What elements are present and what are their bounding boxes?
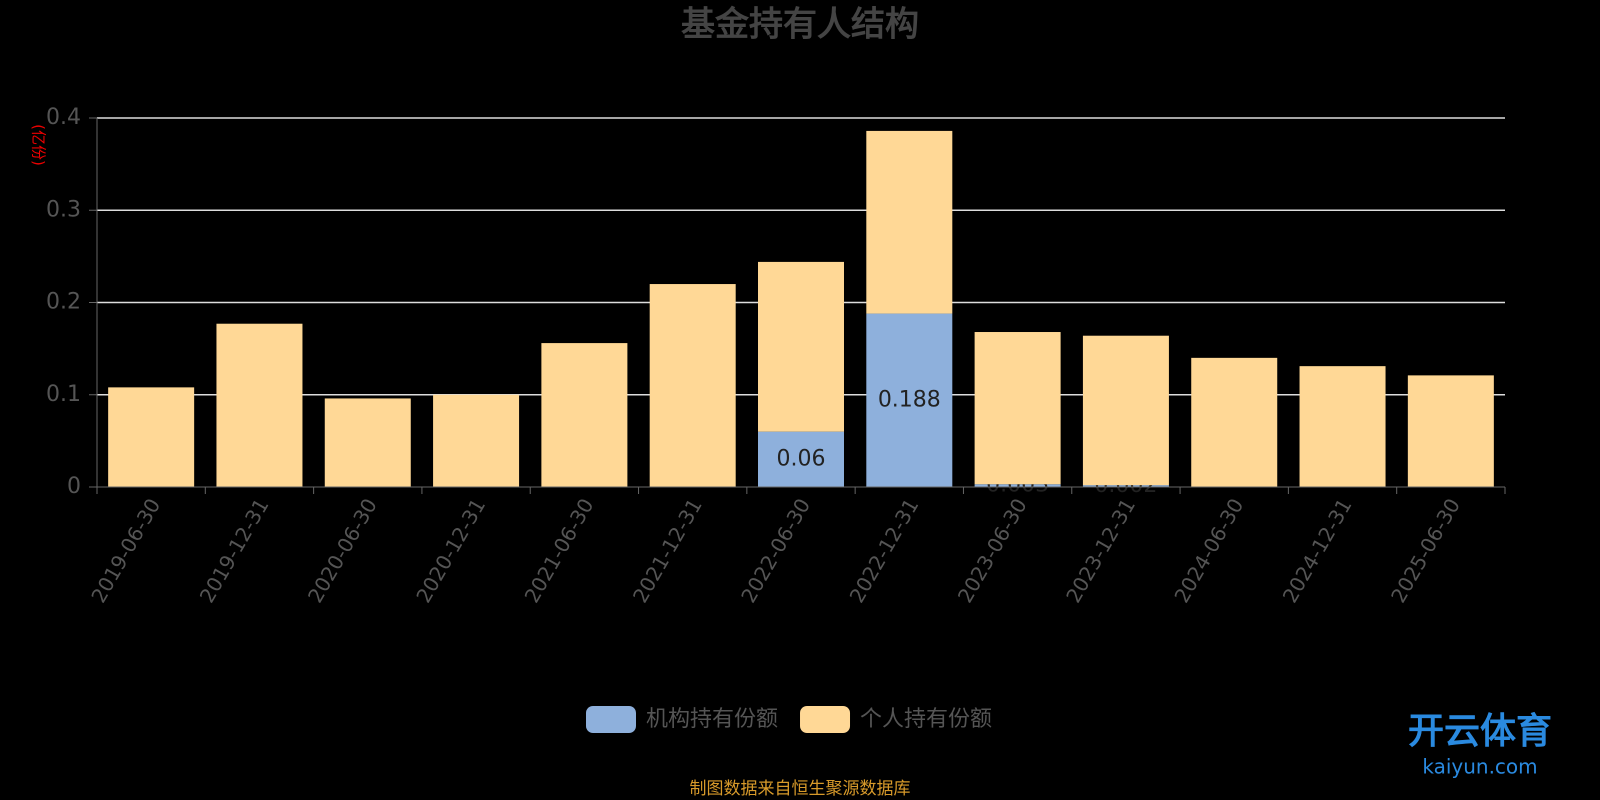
x-tick-label: 2021-12-31 bbox=[628, 494, 707, 607]
x-tick-label: 2024-06-30 bbox=[1169, 494, 1248, 607]
bar-segment bbox=[433, 394, 520, 487]
y-tick-label: 0.4 bbox=[46, 105, 81, 130]
legend-swatch bbox=[800, 706, 851, 733]
bar-segment bbox=[866, 130, 953, 314]
y-tick-label: 0 bbox=[67, 474, 81, 499]
bar-segment bbox=[758, 431, 844, 487]
x-tick-label: 2019-06-30 bbox=[86, 494, 165, 607]
bar-segment bbox=[324, 398, 411, 487]
bar-segment bbox=[541, 343, 628, 487]
x-tick-label: 2025-06-30 bbox=[1386, 494, 1465, 607]
x-tick-label: 2020-12-31 bbox=[411, 494, 490, 607]
y-axis-label: (亿份) bbox=[30, 124, 48, 166]
x-tick-label: 2020-06-30 bbox=[303, 494, 382, 607]
legend-swatch bbox=[586, 706, 636, 733]
bar-segment bbox=[108, 387, 195, 487]
bar-segment bbox=[974, 484, 1061, 487]
bar-segment bbox=[216, 323, 303, 487]
legend-label: 个人持有份额 bbox=[860, 707, 992, 732]
bar-segment bbox=[866, 313, 953, 487]
bar-segment bbox=[1407, 375, 1494, 487]
chart-title: 基金持有人结构 bbox=[681, 5, 919, 45]
bar-segment bbox=[758, 261, 844, 432]
x-tick-label: 2021-06-30 bbox=[520, 494, 599, 607]
bar-segment bbox=[974, 332, 1061, 485]
bar-segment bbox=[1082, 335, 1169, 486]
x-tick-label: 2024-12-31 bbox=[1278, 494, 1357, 607]
x-tick-label: 2023-12-31 bbox=[1061, 494, 1140, 607]
x-tick-label: 2022-12-31 bbox=[844, 494, 923, 607]
data-label: 0.188 bbox=[878, 387, 941, 412]
legend-label: 机构持有份额 bbox=[646, 707, 778, 732]
watermark: 开云体育 bbox=[1408, 711, 1552, 752]
bar-segment bbox=[649, 284, 736, 487]
y-tick-label: 0.2 bbox=[46, 290, 81, 315]
y-tick-label: 0.1 bbox=[46, 382, 81, 407]
bar-segment bbox=[1082, 485, 1169, 487]
bar-segment bbox=[1191, 357, 1278, 487]
x-tick-label: 2023-06-30 bbox=[953, 494, 1032, 607]
watermark-url: kaiyun.com bbox=[1422, 755, 1537, 779]
y-tick-label: 0.3 bbox=[46, 197, 81, 222]
x-tick-label: 2022-06-30 bbox=[736, 494, 815, 607]
source-note: 制图数据来自恒生聚源数据库 bbox=[690, 779, 911, 799]
x-tick-label: 2019-12-31 bbox=[195, 494, 274, 607]
data-label: 0.06 bbox=[777, 446, 826, 471]
bar-segment bbox=[1299, 366, 1386, 487]
